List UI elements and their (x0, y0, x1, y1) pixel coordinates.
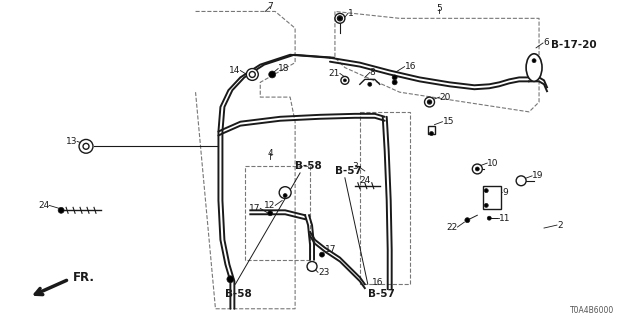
Text: 11: 11 (499, 214, 511, 223)
Text: B-57: B-57 (335, 166, 362, 176)
Circle shape (307, 261, 317, 271)
Circle shape (227, 276, 234, 283)
Text: 21: 21 (328, 69, 340, 78)
Circle shape (424, 97, 435, 107)
Bar (245, 166, 310, 260)
Circle shape (484, 189, 488, 193)
Circle shape (83, 143, 89, 149)
Text: 19: 19 (532, 172, 543, 180)
Bar (360, 112, 410, 284)
Text: 23: 23 (318, 268, 330, 277)
Text: T0A4B6000: T0A4B6000 (570, 306, 614, 315)
Circle shape (428, 100, 431, 104)
Text: 12: 12 (264, 201, 275, 210)
Circle shape (487, 216, 492, 220)
Text: 22: 22 (446, 222, 458, 232)
Text: 1: 1 (348, 9, 354, 18)
Text: B-58: B-58 (295, 161, 322, 171)
Circle shape (344, 79, 346, 82)
Text: 6: 6 (543, 38, 548, 47)
Text: 16: 16 (372, 278, 383, 287)
Circle shape (337, 16, 342, 21)
Text: 3: 3 (352, 162, 358, 171)
Text: 16: 16 (404, 62, 416, 71)
Text: 5: 5 (436, 4, 442, 13)
Text: 8: 8 (370, 68, 376, 77)
Circle shape (283, 194, 287, 197)
Text: 7: 7 (268, 2, 273, 11)
Text: 9: 9 (502, 188, 508, 197)
Circle shape (319, 252, 324, 257)
Circle shape (368, 82, 372, 86)
Text: 24: 24 (38, 201, 49, 210)
Text: 20: 20 (440, 92, 451, 102)
Circle shape (335, 13, 345, 23)
Text: 13: 13 (65, 137, 77, 146)
Text: B-58: B-58 (225, 289, 252, 299)
Bar (428, 126, 435, 133)
Text: 2: 2 (557, 220, 563, 229)
Text: 18: 18 (278, 64, 290, 73)
Circle shape (79, 140, 93, 153)
Circle shape (476, 167, 479, 171)
Text: 14: 14 (229, 66, 241, 75)
Text: FR.: FR. (73, 271, 95, 284)
Circle shape (516, 176, 526, 186)
Text: B-57: B-57 (368, 289, 395, 299)
Circle shape (279, 187, 291, 198)
Text: 17: 17 (325, 245, 337, 254)
Circle shape (268, 211, 273, 216)
Circle shape (472, 164, 483, 174)
Circle shape (392, 80, 397, 85)
Circle shape (269, 71, 276, 78)
Text: B-17-20: B-17-20 (551, 40, 596, 50)
Circle shape (465, 218, 470, 223)
Circle shape (429, 132, 433, 135)
Text: 17: 17 (249, 204, 260, 213)
Text: 4: 4 (268, 149, 273, 158)
Bar (483, 186, 501, 209)
Text: 15: 15 (442, 117, 454, 126)
Circle shape (250, 71, 255, 77)
Text: 24: 24 (360, 176, 371, 185)
Circle shape (341, 76, 349, 84)
Text: 10: 10 (487, 159, 499, 168)
Circle shape (58, 207, 64, 213)
Circle shape (484, 204, 488, 207)
Circle shape (246, 68, 259, 80)
Ellipse shape (526, 54, 542, 81)
Circle shape (392, 75, 397, 80)
Circle shape (532, 59, 536, 63)
